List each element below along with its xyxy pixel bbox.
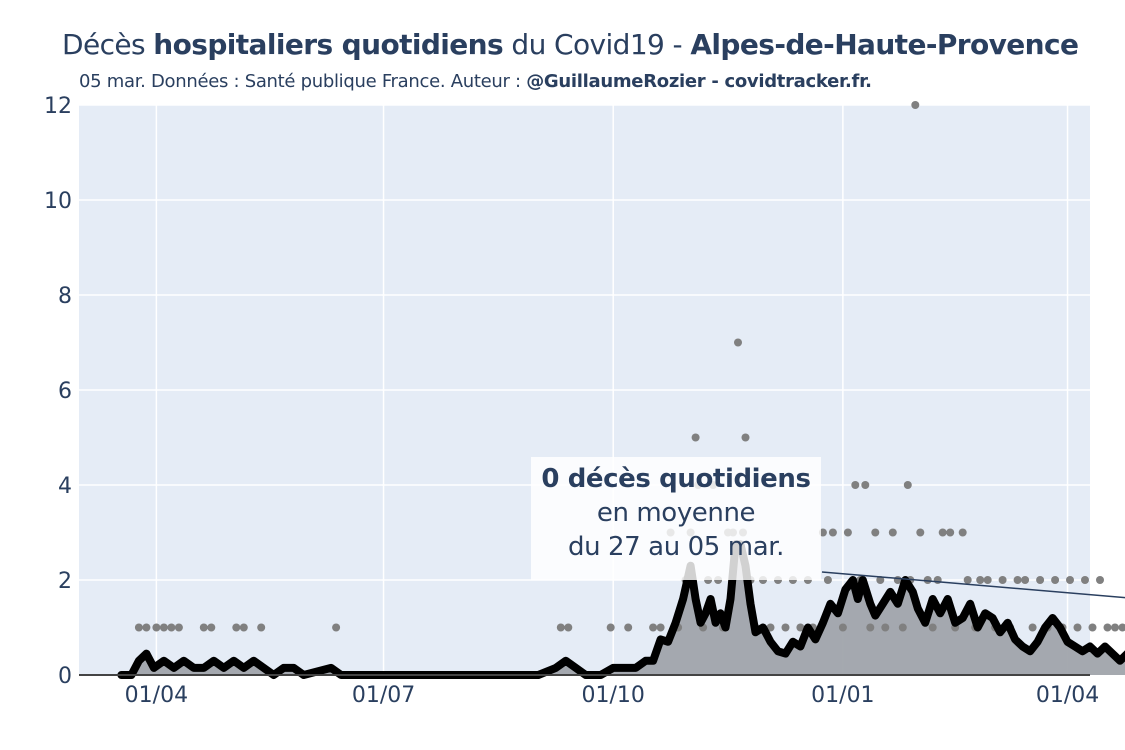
daily-point xyxy=(946,528,955,537)
daily-point xyxy=(876,576,885,584)
daily-point xyxy=(624,623,633,632)
chart-title: Décès hospitaliers quotidiens du Covid19… xyxy=(62,28,1079,61)
x-tick-label: 01/10 xyxy=(582,683,645,708)
daily-point xyxy=(838,623,847,632)
daily-point xyxy=(963,576,972,584)
daily-point xyxy=(1036,576,1045,584)
daily-point xyxy=(843,528,852,537)
title-middle: du Covid19 - xyxy=(503,28,691,61)
daily-point xyxy=(1081,576,1089,584)
daily-point xyxy=(796,623,805,632)
daily-point xyxy=(199,623,208,632)
daily-point xyxy=(871,528,880,537)
daily-point xyxy=(1021,576,1030,584)
daily-point xyxy=(866,623,875,632)
daily-point xyxy=(903,481,912,489)
daily-point xyxy=(928,623,937,632)
daily-point xyxy=(1088,623,1097,632)
daily-point xyxy=(649,623,658,632)
daily-point xyxy=(1118,623,1125,632)
y-tick-label: 2 xyxy=(58,569,72,594)
daily-point xyxy=(257,623,266,632)
y-tick-label: 8 xyxy=(58,284,72,309)
daily-point xyxy=(656,623,665,632)
daily-point xyxy=(881,623,890,632)
daily-point xyxy=(916,528,925,537)
x-tick-label: 01/01 xyxy=(811,683,874,708)
y-tick-label: 12 xyxy=(44,94,72,119)
daily-point xyxy=(152,623,161,632)
daily-point xyxy=(976,576,985,584)
average-area-layer xyxy=(121,544,1125,675)
daily-point xyxy=(828,528,837,537)
daily-point xyxy=(781,623,790,632)
daily-point xyxy=(142,623,151,632)
x-tick-label: 01/07 xyxy=(352,683,415,708)
average-line xyxy=(117,540,1125,679)
daily-point xyxy=(741,433,750,442)
daily-point xyxy=(1013,576,1022,584)
daily-point xyxy=(911,101,920,109)
title-bold-region: Alpes-de-Haute-Provence xyxy=(690,28,1079,61)
subtitle-author: @GuillaumeRozier - covidtracker.fr. xyxy=(526,71,872,92)
daily-point xyxy=(998,576,1007,584)
average-area xyxy=(121,544,1125,675)
daily-point xyxy=(207,623,216,632)
axis-layer: 02468101201/0401/0701/1001/0101/0401/070… xyxy=(44,94,1099,708)
annotation-line-3: du 27 au 05 mar. xyxy=(567,532,785,562)
annotation-line-2: en moyenne xyxy=(596,498,756,528)
daily-point xyxy=(938,528,947,537)
daily-point xyxy=(691,433,700,442)
daily-point xyxy=(1028,623,1037,632)
daily-point xyxy=(898,623,907,632)
daily-point xyxy=(174,623,183,632)
daily-point xyxy=(1096,576,1104,584)
title-bold-deaths: hospitaliers quotidiens xyxy=(153,28,504,61)
annotation-line-1: 0 décès quotidiens xyxy=(541,464,811,494)
y-tick-label: 0 xyxy=(58,664,72,689)
daily-point xyxy=(958,528,967,537)
daily-point xyxy=(851,481,860,489)
daily-point xyxy=(983,576,992,584)
daily-point xyxy=(134,623,143,632)
title-prefix: Décès xyxy=(62,28,154,61)
daily-point xyxy=(861,481,870,489)
daily-point xyxy=(232,623,241,632)
daily-point xyxy=(1073,623,1082,632)
daily-point xyxy=(159,623,168,632)
daily-point xyxy=(933,576,942,584)
y-tick-label: 6 xyxy=(58,379,72,404)
chart-subtitle: 05 mar. Données : Santé publique France.… xyxy=(79,71,872,92)
daily-point xyxy=(239,623,248,632)
annotation-arrow xyxy=(821,571,1125,599)
annotation-arrow-layer xyxy=(821,571,1125,599)
daily-point xyxy=(606,623,615,632)
x-tick-label: 01/04 xyxy=(125,683,188,708)
daily-point xyxy=(167,623,176,632)
daily-point xyxy=(556,623,565,632)
daily-point xyxy=(1066,576,1074,584)
annotation-box: 0 décès quotidiens en moyenne du 27 au 0… xyxy=(531,457,821,580)
y-tick-label: 10 xyxy=(44,189,72,214)
grid-lines xyxy=(79,104,1090,675)
daily-point xyxy=(1051,576,1060,584)
daily-point xyxy=(1111,623,1119,632)
daily-point xyxy=(332,623,341,632)
daily-point xyxy=(734,338,742,347)
daily-point xyxy=(923,576,932,584)
daily-point xyxy=(823,576,832,584)
daily-point xyxy=(1103,623,1112,632)
average-line-layer xyxy=(117,540,1125,679)
y-tick-label: 4 xyxy=(58,474,72,499)
subtitle-text: 05 mar. Données : Santé publique France.… xyxy=(79,71,527,92)
x-tick-label: 01/04 xyxy=(1036,683,1099,708)
daily-point xyxy=(888,528,897,537)
daily-point xyxy=(564,623,573,632)
